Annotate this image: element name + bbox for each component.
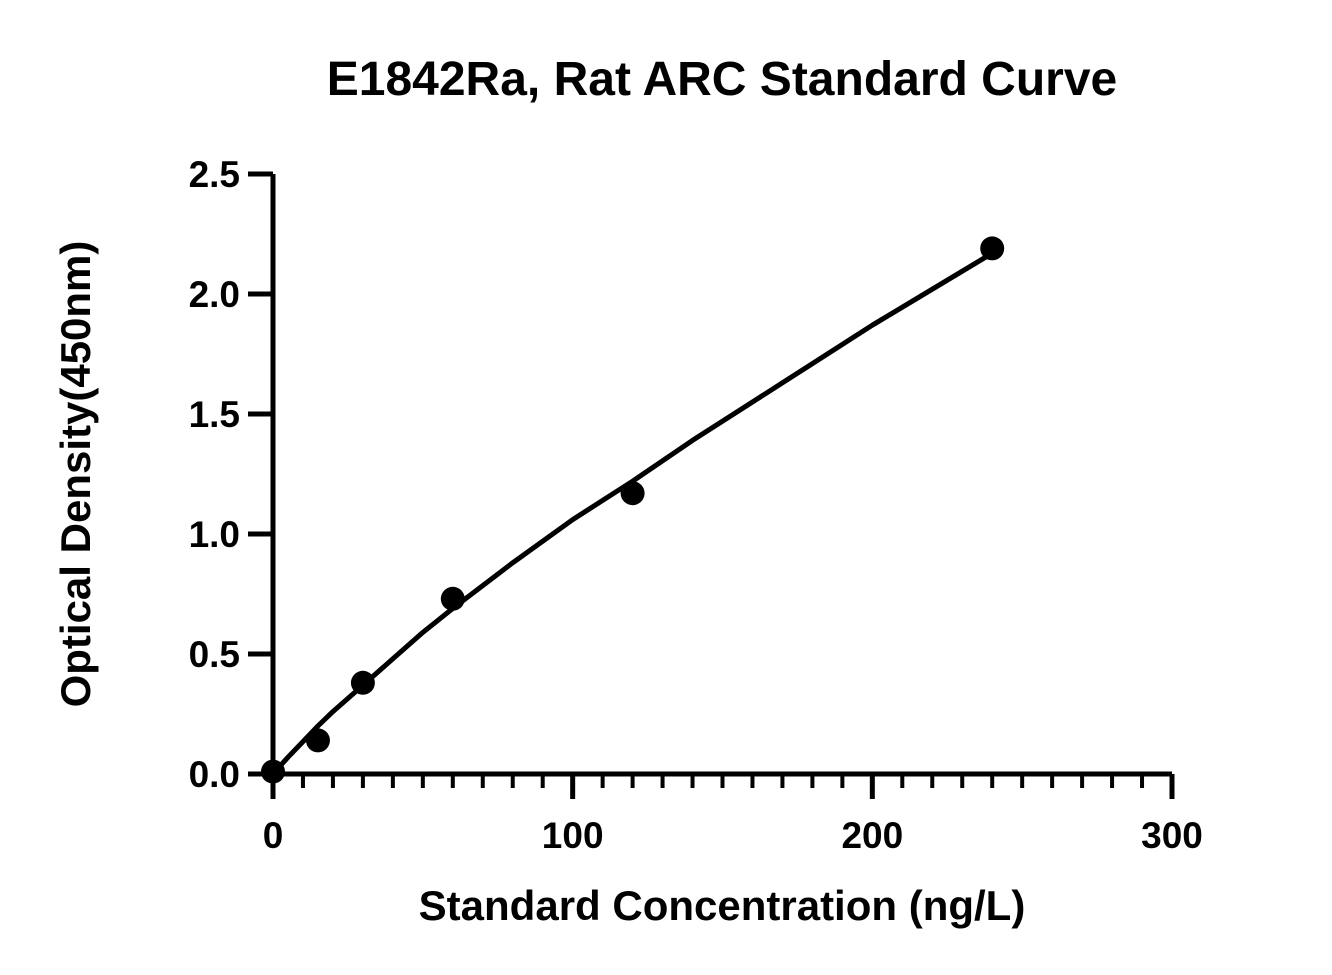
data-point (620, 481, 645, 506)
y-axis-title: Optical Density(450nm) (52, 241, 99, 708)
data-point (350, 670, 375, 695)
x-axis: 0 100 200 300 (263, 771, 1203, 856)
x-tick-label: 300 (1141, 815, 1203, 856)
data-point (440, 586, 465, 611)
data-points-layer (261, 236, 1005, 784)
x-tick-label: 100 (542, 815, 604, 856)
y-axis: 0.0 0.5 1.0 1.5 2.0 2.5 (189, 154, 276, 795)
y-tick-label: 0.0 (189, 754, 240, 795)
x-tick-label: 200 (841, 815, 903, 856)
x-axis-title: Standard Concentration (ng/L) (419, 882, 1026, 929)
fit-curve-line (270, 250, 995, 777)
x-tick-label: 0 (263, 815, 284, 856)
data-point (261, 759, 285, 784)
y-tick-label: 2.0 (189, 274, 240, 315)
data-point (305, 728, 330, 753)
y-tick-label: 1.5 (189, 394, 240, 435)
chart-title: E1842Ra, Rat ARC Standard Curve (327, 53, 1117, 106)
fit-curve-layer (270, 250, 995, 777)
y-tick-label: 1.0 (189, 514, 240, 555)
data-point (980, 236, 1005, 261)
y-tick-label: 2.5 (189, 154, 240, 195)
y-tick-label: 0.5 (189, 634, 240, 675)
